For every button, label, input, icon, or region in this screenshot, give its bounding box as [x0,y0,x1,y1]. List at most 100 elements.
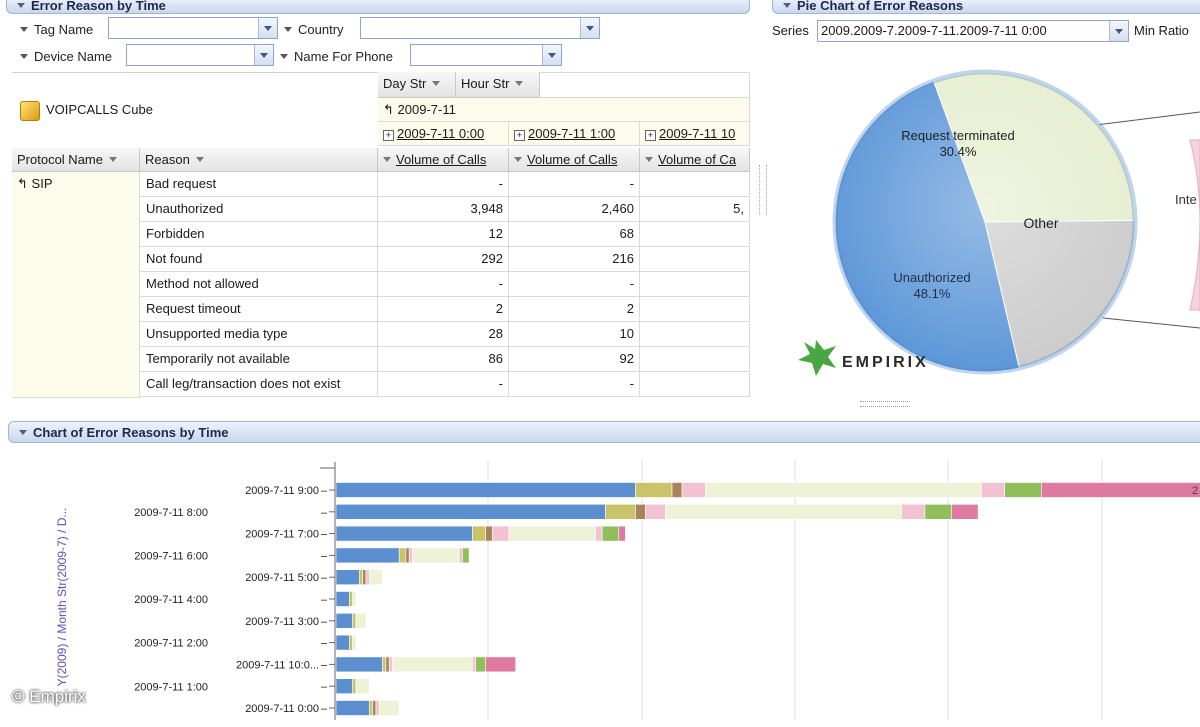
row-header-reason[interactable]: Reason [140,148,378,172]
expand-icon[interactable]: + [645,130,656,141]
day-member-cell[interactable]: ↰ 2009-7-11 [378,98,750,122]
row-header-protocol-name[interactable]: Protocol Name [12,148,140,172]
collapse-icon[interactable] [19,430,27,435]
bar-segment[interactable] [665,503,902,520]
bar-segment[interactable] [352,634,357,651]
country-select[interactable] [360,17,600,39]
bar-segment[interactable] [472,525,487,542]
bar-segment[interactable] [362,569,367,585]
bar-segment[interactable] [408,547,413,564]
chevron-down-icon[interactable] [258,18,277,38]
bar-segment[interactable] [618,525,626,542]
bar-segment[interactable] [388,656,393,673]
collapse-member-icon[interactable]: ↰ [383,102,394,117]
time-member-2[interactable]: +2009-7-11 10 [640,122,750,146]
bar-segment[interactable] [335,656,383,673]
bar-segment[interactable] [352,591,357,607]
bar-segment[interactable] [412,547,460,564]
sort-arrow-icon[interactable] [432,81,441,86]
measure-header-0[interactable]: Volume of Calls [378,148,509,172]
bar-segment[interactable] [372,700,377,716]
bar-segment[interactable] [1041,482,1200,498]
bar-segment[interactable] [951,503,979,520]
pie-panel-header[interactable]: Pie Chart of Error Reasons [772,0,1200,14]
bar-segment[interactable] [492,525,510,542]
bar-segment[interactable] [378,700,400,716]
time-member-0[interactable]: +2009-7-11 0:00 [378,122,509,146]
bar-segment[interactable] [375,700,380,716]
tag-name-select[interactable] [108,17,278,39]
bar-segment[interactable] [365,569,370,585]
bar-segment[interactable] [1004,482,1042,498]
splitter-grip[interactable] [759,165,767,215]
bar-segment[interactable] [458,547,463,564]
bar-segment[interactable] [382,656,387,673]
bar-panel-header[interactable]: Chart of Error Reasons by Time [8,421,1200,443]
bar-segment[interactable] [385,656,390,673]
bar-segment[interactable] [475,656,487,673]
bar-segment[interactable] [924,503,952,520]
bar-segment[interactable] [335,678,353,694]
bar-segment[interactable] [635,482,673,498]
horizontal-splitter-grip[interactable] [860,401,910,407]
bar-segment[interactable] [352,613,357,629]
chevron-down-icon[interactable] [542,45,561,65]
collapse-member-icon[interactable]: ↰ [17,176,28,191]
bar-segment[interactable] [901,503,926,520]
bar-segment[interactable] [645,503,666,520]
bar-segment[interactable] [355,678,370,694]
col-dim-hour-str[interactable]: Hour Str [456,72,540,98]
bar-segment[interactable] [349,591,353,607]
collapse-icon[interactable] [783,3,791,8]
chevron-down-icon[interactable] [254,45,273,65]
bar-segment[interactable] [981,482,1006,498]
bar-segment[interactable] [671,482,683,498]
bar-segment[interactable] [681,482,706,498]
bar-segment[interactable] [335,503,606,520]
expand-icon[interactable]: + [383,130,394,141]
bar-segment[interactable] [335,700,370,716]
bar-segment[interactable] [335,547,400,564]
bar-segment[interactable] [368,569,383,585]
bar-segment[interactable] [405,547,410,564]
bar-segment[interactable] [352,678,357,694]
bar-segment[interactable] [472,656,477,673]
bar-segment[interactable] [335,613,353,629]
error-reason-panel-header[interactable]: Error Reason by Time [6,0,750,14]
bar-segment[interactable] [485,525,493,542]
chevron-down-icon[interactable] [1109,21,1128,41]
pie-slice-partial[interactable] [1189,139,1200,311]
bar-segment[interactable] [508,525,596,542]
measure-header-2[interactable]: Volume of Ca [640,148,750,172]
bar-segment[interactable] [601,525,620,542]
bar-segment[interactable] [392,656,473,673]
col-dim-day-str[interactable]: Day Str [378,72,456,98]
bar-segment[interactable] [398,547,407,564]
device-name-select[interactable] [126,44,274,66]
bar-segment[interactable] [462,547,470,564]
time-member-1[interactable]: +2009-7-11 1:00 [509,122,640,146]
collapse-icon[interactable] [17,3,25,8]
bar-segment[interactable] [635,503,646,520]
bar-segment[interactable] [335,525,473,542]
bar-segment[interactable] [485,656,516,673]
sort-arrow-icon[interactable] [645,157,653,162]
bar-segment[interactable] [335,482,636,498]
bar-segment[interactable] [335,569,360,585]
sort-arrow-icon[interactable] [514,157,522,162]
protocol-cell[interactable]: ↰ SIP [12,172,140,398]
sort-arrow-icon[interactable] [108,157,117,162]
series-select[interactable]: 2009.2009-7.2009-7-11.2009-7-11 0:00 [817,20,1129,42]
bar-segment[interactable] [355,613,367,629]
bar-segment[interactable] [595,525,603,542]
expand-icon[interactable]: + [514,130,525,141]
bar-segment[interactable] [335,634,350,651]
chevron-down-icon[interactable] [580,18,599,38]
sort-arrow-icon[interactable] [383,157,391,162]
bar-segment[interactable] [335,591,350,607]
bar-segment[interactable] [605,503,636,520]
name-for-phone-select[interactable] [410,44,562,66]
bar-segment[interactable] [704,482,982,498]
sort-arrow-icon[interactable] [195,157,204,162]
sort-arrow-icon[interactable] [515,81,524,86]
